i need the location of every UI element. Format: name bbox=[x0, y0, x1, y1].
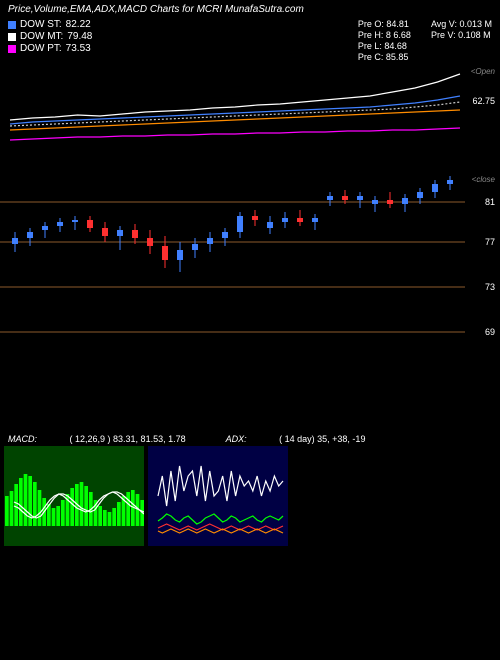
adx-params: ( 14 day) 35, +38, -19 bbox=[279, 434, 365, 444]
svg-text:<Open: <Open bbox=[471, 67, 496, 76]
svg-text:62.75: 62.75 bbox=[472, 96, 495, 106]
dow-pt-value: 73.53 bbox=[66, 43, 91, 54]
pre-h-label: Pre H: bbox=[358, 30, 384, 40]
macd-params: ( 12,26,9 ) 83.31, 81.53, 1.78 bbox=[70, 434, 186, 444]
pre-o-value: 84.81 bbox=[386, 19, 409, 29]
dow-st-value: 82.22 bbox=[66, 19, 91, 30]
svg-text:73: 73 bbox=[485, 282, 495, 292]
pre-c-label: Pre C: bbox=[358, 52, 384, 62]
svg-text:77: 77 bbox=[485, 237, 495, 247]
avg-v-value: 0.013 M bbox=[459, 19, 492, 29]
pre-l-label: Pre L: bbox=[358, 41, 382, 51]
candle-chart: <close 81 77 73 69 bbox=[0, 172, 500, 352]
dow-pt: DOW PT: 73.53 bbox=[8, 43, 92, 54]
pre-v-value: 0.108 M bbox=[458, 30, 491, 40]
macd-chart bbox=[4, 446, 144, 546]
adx-label: ADX: bbox=[226, 434, 247, 444]
pre-v-label: Pre V: bbox=[431, 30, 456, 40]
dow-mt: DOW MT: 79.48 bbox=[8, 31, 92, 42]
indicator-labels: MACD: ( 12,26,9 ) 83.31, 81.53, 1.78 ADX… bbox=[0, 432, 500, 446]
bottom-charts bbox=[0, 446, 500, 546]
macd-label: MACD: bbox=[8, 434, 37, 444]
ema-chart: <Open 62.75 bbox=[0, 62, 500, 172]
pre-info: Pre O: 84.81 Pre H: 8 6.68 Pre L: 84.68 … bbox=[358, 19, 492, 62]
pre-l-value: 84.68 bbox=[384, 41, 407, 51]
adx-chart bbox=[148, 446, 288, 546]
dow-info: DOW ST: 82.22 DOW MT: 79.48 DOW PT: 73.5… bbox=[8, 19, 92, 62]
chart-title: Price,Volume,EMA,ADX,MACD Charts for MCR… bbox=[0, 0, 500, 19]
dow-st-label: DOW ST: bbox=[20, 19, 62, 30]
dow-st: DOW ST: 82.22 bbox=[8, 19, 92, 30]
pre-c-value: 85.85 bbox=[386, 52, 409, 62]
dow-st-swatch bbox=[8, 21, 16, 29]
svg-text:<close: <close bbox=[472, 175, 496, 184]
pre-o-label: Pre O: bbox=[358, 19, 384, 29]
pre-h-value: 8 6.68 bbox=[386, 30, 411, 40]
dow-pt-label: DOW PT: bbox=[20, 43, 62, 54]
dow-mt-swatch bbox=[8, 33, 16, 41]
dow-mt-value: 79.48 bbox=[67, 31, 92, 42]
svg-text:81: 81 bbox=[485, 197, 495, 207]
svg-text:69: 69 bbox=[485, 327, 495, 337]
dow-mt-label: DOW MT: bbox=[20, 31, 63, 42]
avg-v-label: Avg V: bbox=[431, 19, 457, 29]
dow-pt-swatch bbox=[8, 45, 16, 53]
info-row: DOW ST: 82.22 DOW MT: 79.48 DOW PT: 73.5… bbox=[0, 19, 500, 62]
